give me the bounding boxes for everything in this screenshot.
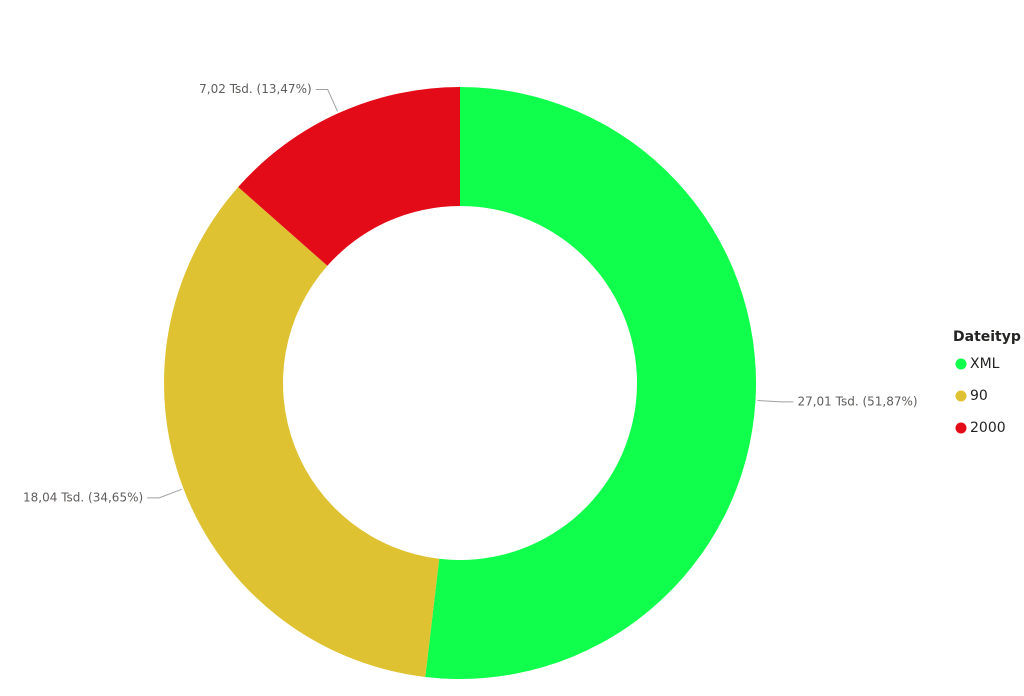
leader-line (315, 88, 338, 112)
legend-label: 2000 (970, 420, 1006, 436)
donut-slice (425, 87, 756, 679)
leader-line (147, 488, 182, 499)
legend-label: XML (970, 356, 1000, 372)
legend-marker (955, 358, 967, 370)
data-label: 27,01 Tsd. (51,87%) (797, 394, 917, 408)
leader-line (757, 400, 794, 403)
donut-slice (238, 87, 460, 266)
data-label: 18,04 Tsd. (34,65%) (23, 490, 143, 504)
legend-title: Dateityp (953, 329, 1021, 345)
legend-label: 90 (970, 388, 988, 404)
data-label: 7,02 Tsd. (13,47%) (199, 82, 312, 96)
legend-marker (955, 390, 967, 402)
donut-slice (163, 186, 440, 677)
legend-marker (955, 422, 967, 434)
